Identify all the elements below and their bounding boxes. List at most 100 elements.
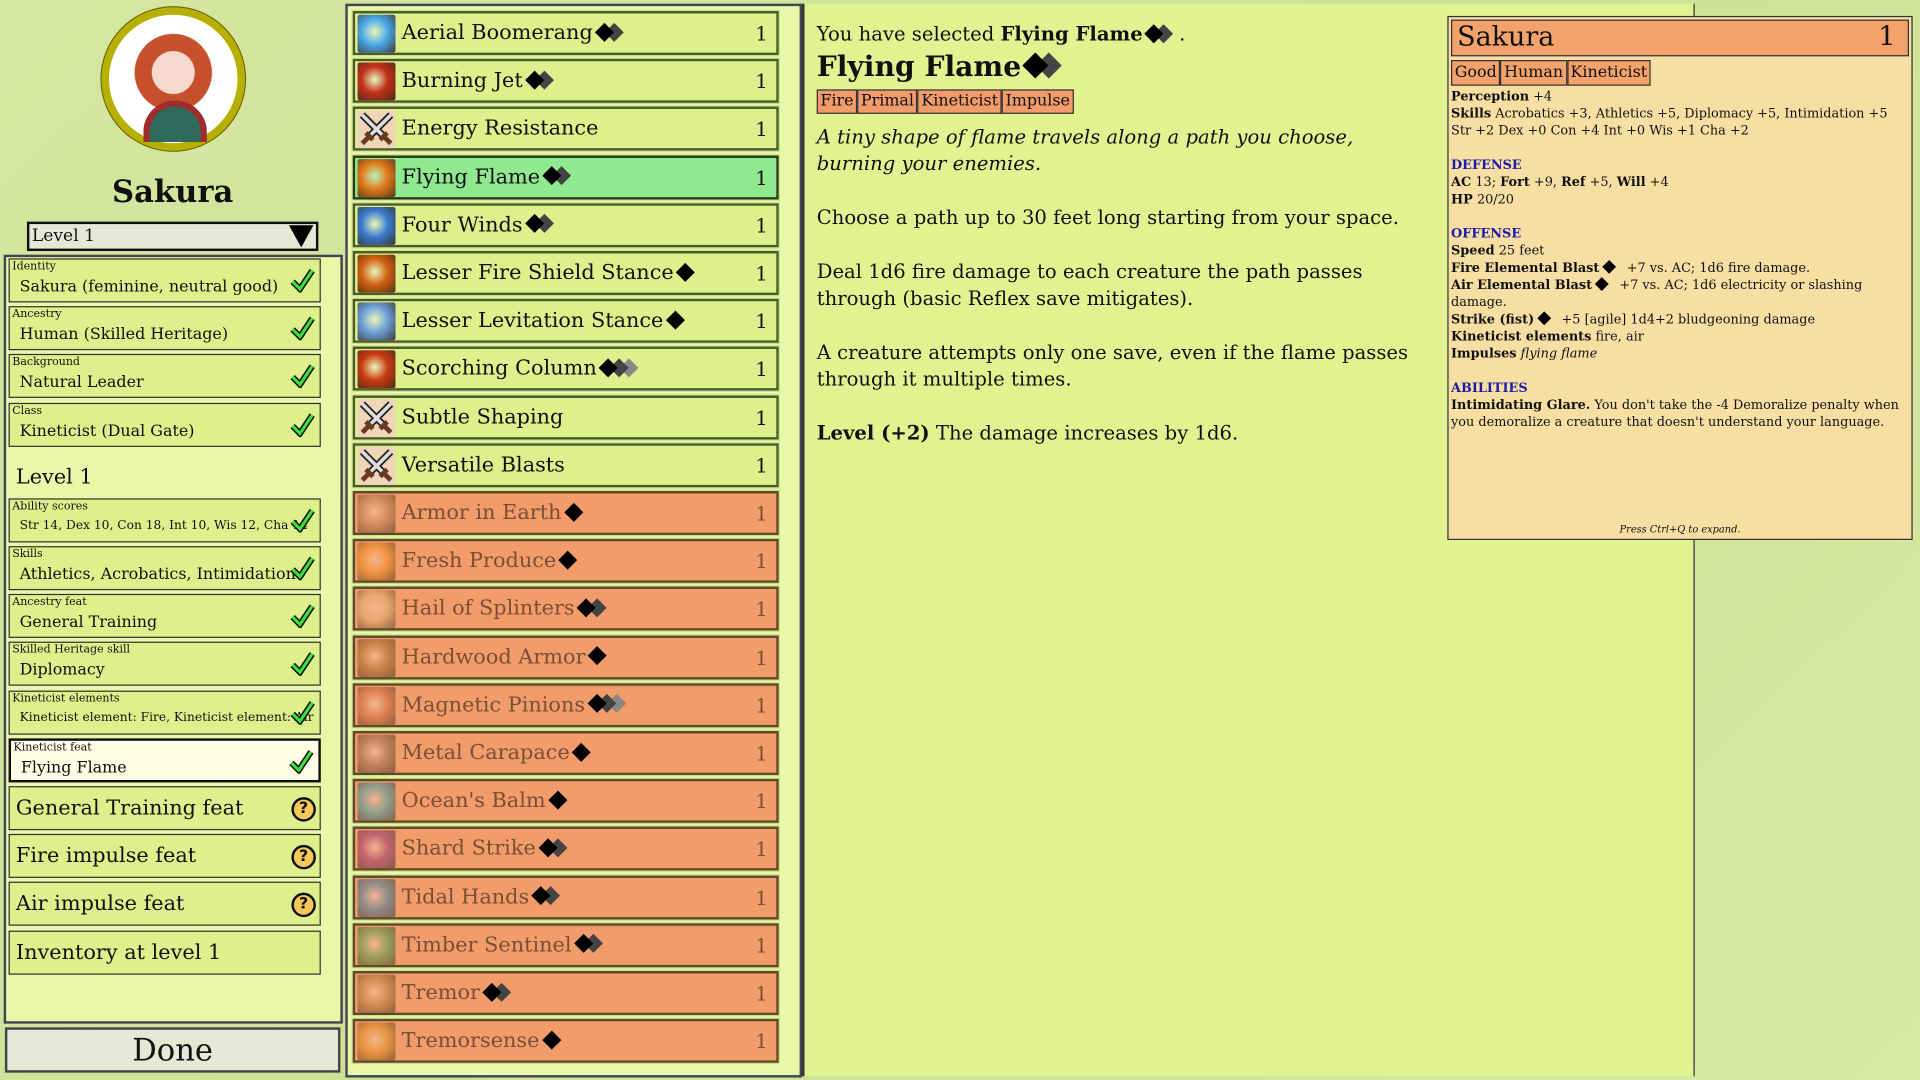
character-portrait[interactable]: [101, 7, 245, 151]
value: 13;: [1471, 175, 1501, 190]
feat-list-item[interactable]: Ocean's Balm 1: [351, 777, 781, 825]
build-step[interactable]: Air impulse feat?: [8, 882, 321, 927]
step-value: Air impulse feat: [15, 891, 185, 917]
build-step[interactable]: Ability scores Str 14, Dex 10, Con 18, In…: [8, 498, 321, 543]
feat-title: Flying Flame: [817, 50, 1681, 84]
feat-list-item[interactable]: Tidal Hands 1: [351, 873, 781, 921]
feat-level: 1: [755, 982, 768, 1006]
feat-icon: [357, 350, 396, 389]
feat-level: 1: [755, 310, 768, 334]
attack-line: Fire Elemental Blast +7 vs. AC; 1d6 fire…: [1451, 259, 1909, 277]
feat-name: Tremorsense: [402, 1029, 568, 1053]
feat-icon: [357, 638, 396, 677]
checkmark-icon: [290, 508, 315, 534]
feat-list-item[interactable]: Tremor 1: [351, 969, 781, 1017]
feat-name-text: Timber Sentinel: [401, 932, 572, 958]
feat-level: 1: [755, 838, 768, 862]
build-step[interactable]: Identity Sakura (feminine, neutral good): [8, 258, 321, 303]
two-action-icon: [524, 214, 560, 237]
step-value: Natural Leader: [19, 373, 144, 393]
trait-tag: Primal: [857, 89, 918, 114]
feat-name-text: Lesser Fire Shield Stance: [401, 260, 674, 286]
feat-icon: [357, 62, 396, 101]
build-step[interactable]: Ancestry Human (Skilled Heritage): [8, 306, 321, 351]
feat-flavor: A tiny shape of flame travels along a pa…: [816, 124, 1354, 176]
feat-list-item[interactable]: Energy Resistance 1: [351, 105, 781, 153]
label: Perception: [1451, 89, 1530, 105]
hp-line: HP 20/20: [1451, 191, 1909, 208]
checkmark-icon: [290, 700, 315, 726]
feat-name: Flying Flame: [402, 165, 579, 189]
build-step[interactable]: Class Kineticist (Dual Gate): [8, 402, 321, 447]
build-step[interactable]: Ancestry feat General Training: [8, 594, 321, 639]
feat-list-item[interactable]: Shard Strike 1: [351, 825, 781, 873]
feat-icon: [357, 206, 396, 245]
feat-list-item[interactable]: Tremorsense 1: [351, 1017, 781, 1065]
feat-list-item[interactable]: Hail of Splinters 1: [351, 585, 781, 633]
character-name: Sakura: [111, 173, 234, 210]
feat-list-item[interactable]: Fresh Produce 1: [351, 537, 781, 585]
two-action-icon: [1144, 24, 1179, 45]
value: +9,: [1529, 175, 1562, 190]
build-step[interactable]: Kineticist feat Flying Flame: [8, 738, 321, 783]
feat-paragraph: Choose a path up to 30 feet long startin…: [816, 205, 1399, 229]
feat-icon: [357, 254, 396, 293]
checkmark-icon: [290, 412, 315, 438]
feat-list-item[interactable]: Lesser Fire Shield Stance 1: [351, 249, 781, 297]
build-step[interactable]: General Training feat?: [8, 786, 321, 831]
label: Speed: [1451, 243, 1495, 259]
build-step[interactable]: Inventory at level 1: [8, 930, 321, 975]
statblock-name: Sakura: [1457, 22, 1555, 53]
level-dropdown-value: Level 1: [31, 226, 96, 247]
feat-list-item[interactable]: Metal Carapace 1: [351, 729, 781, 777]
label: Skills: [1451, 106, 1492, 122]
two-action-icon: [537, 838, 574, 861]
feat-name: Versatile Blasts: [402, 453, 565, 477]
feat-list-item[interactable]: Burning Jet 1: [351, 57, 781, 105]
dropdown-arrow-icon: [288, 225, 314, 248]
feat-list-item[interactable]: Timber Sentinel 1: [351, 921, 781, 969]
feat-list-item[interactable]: Aerial Boomerang 1: [351, 9, 781, 57]
done-button[interactable]: Done: [4, 1027, 341, 1073]
feat-icon: [357, 974, 396, 1013]
selection-prefix: You have selected: [816, 22, 1001, 46]
attack-name: Air Elemental Blast: [1451, 277, 1593, 293]
build-step[interactable]: Skilled Heritage skill Diplomacy: [8, 642, 321, 687]
step-value: General Training: [19, 613, 158, 633]
action-diamond-icon: [587, 646, 608, 666]
ability-name: Intimidating Glare.: [1451, 397, 1591, 413]
selected-feat-name: Flying Flame: [1000, 22, 1143, 46]
character-statblock: Sakura 1 Good Human Kineticist Perception +…: [1447, 15, 1913, 541]
build-steps-panel: Identity Sakura (feminine, neutral good) A…: [3, 254, 343, 1024]
label: Fort: [1500, 175, 1530, 190]
feat-list-item[interactable]: Lesser Levitation Stance 1: [351, 297, 781, 345]
feat-name: Shard Strike: [402, 837, 574, 861]
feat-paragraph: A creature attempts only one save, even …: [816, 340, 1409, 391]
feat-list-item[interactable]: Flying Flame 1: [351, 153, 781, 201]
feat-name-text: Subtle Shaping: [401, 404, 564, 430]
heighten-line: Level (+2) The damage increases by 1d6.: [817, 420, 1417, 447]
step-label: Ancestry feat: [12, 596, 87, 609]
feat-list-item[interactable]: Magnetic Pinions 1: [351, 681, 781, 729]
feat-list-item[interactable]: Subtle Shaping 1: [351, 393, 781, 441]
build-step[interactable]: Fire impulse feat?: [8, 834, 321, 879]
feat-list-item[interactable]: Hardwood Armor 1: [351, 633, 781, 681]
attack-list: Fire Elemental Blast +7 vs. AC; 1d6 fire…: [1451, 259, 1909, 329]
feat-list-item[interactable]: Armor in Earth 1: [351, 489, 781, 537]
action-diamond-icon: [665, 310, 685, 330]
value: Acrobatics +3, Athletics +5, Diplomacy +…: [1491, 106, 1888, 122]
feat-name: Armor in Earth: [402, 501, 590, 525]
build-step[interactable]: Background Natural Leader: [8, 354, 321, 399]
step-value: Fire impulse feat: [15, 843, 197, 869]
feat-list-item[interactable]: Versatile Blasts 1: [351, 441, 781, 489]
feat-list-item[interactable]: Scorching Column 1: [351, 345, 781, 393]
heighten-text: The damage increases by 1d6.: [929, 421, 1239, 445]
feat-name: Energy Resistance: [402, 117, 599, 141]
level-dropdown[interactable]: Level 1: [26, 221, 319, 252]
impulses-line: Impulses flying flame: [1451, 345, 1909, 362]
build-step[interactable]: Skills Athletics, Acrobatics, Intimidatio…: [8, 546, 321, 591]
feat-list-item[interactable]: Four Winds 1: [351, 201, 781, 249]
build-step[interactable]: Kineticist elements Kineticist element: F…: [8, 690, 321, 735]
feat-level: 1: [755, 1030, 768, 1054]
value: +4: [1529, 89, 1553, 105]
